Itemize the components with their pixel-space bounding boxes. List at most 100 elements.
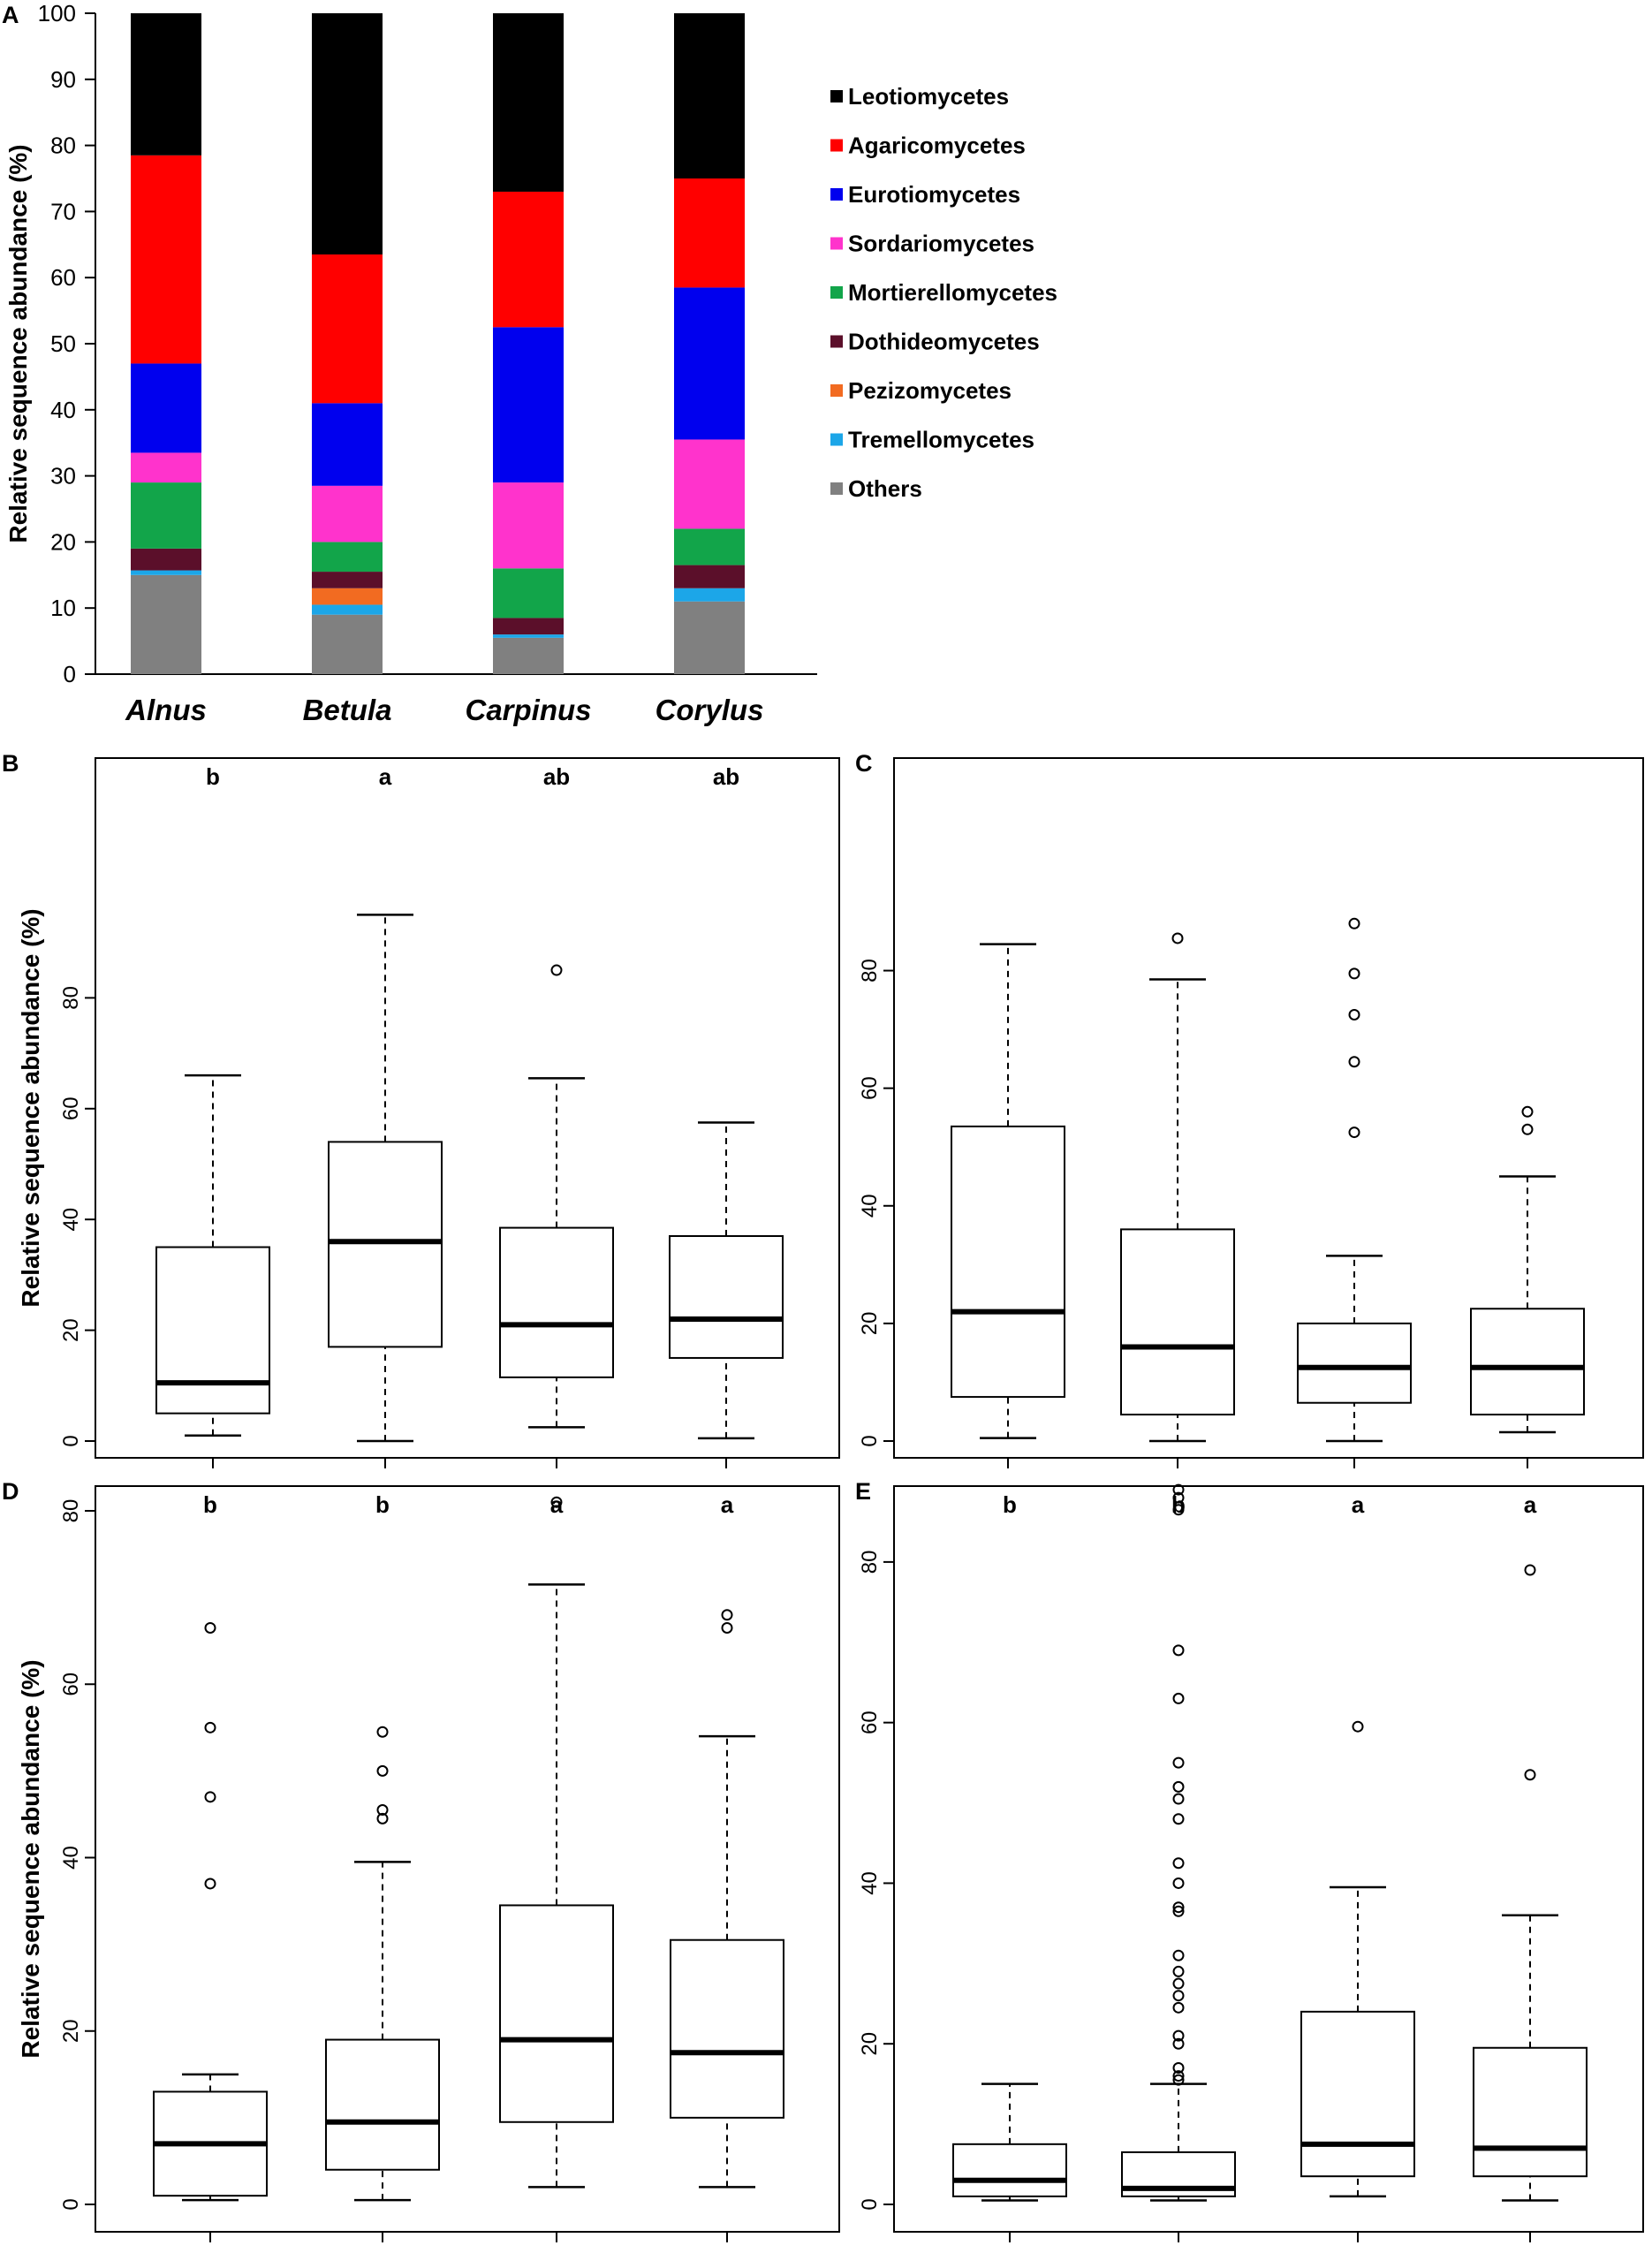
box	[951, 1125, 1065, 1399]
y-tick-label-b: 0	[59, 1435, 83, 1446]
group-letter: b	[203, 1491, 217, 1518]
bar-segment	[131, 482, 201, 549]
bar-segment	[674, 178, 745, 288]
bar-segment	[131, 570, 201, 575]
panel-b: B Relative sequence abundance (%) 0 20 40 60 8…	[2, 750, 840, 1468]
box	[1120, 1228, 1235, 1416]
outlier-point	[204, 1791, 216, 1803]
box	[669, 1235, 784, 1359]
y-tick-label-e: 20	[858, 2032, 882, 2056]
panel-c: C 0 20 40 60 80	[855, 750, 1644, 1468]
outlier-point	[1172, 1990, 1185, 2002]
outlier-point	[1172, 1793, 1185, 1805]
outlier-point	[1524, 1769, 1536, 1781]
bar-segment	[493, 13, 564, 192]
y-tick-label-c: 20	[858, 1312, 882, 1336]
outlier-point	[1348, 1008, 1360, 1020]
outlier-point	[376, 1804, 389, 1817]
y-tick-label-b: 20	[59, 1318, 83, 1342]
legend-label: Pezizomycetes	[848, 377, 1012, 404]
y-tick-label-b: 60	[59, 1096, 83, 1120]
group-letter: b	[1003, 1491, 1017, 1518]
outlier-point	[721, 1621, 733, 1634]
outlier-point	[1172, 1692, 1185, 1704]
x-tick-label-a: Corylus	[655, 694, 764, 726]
y-tick-label-d: 40	[59, 1846, 83, 1870]
panel-label-d: D	[2, 1478, 19, 1505]
group-letter: a	[550, 1491, 564, 1518]
bar-segment	[131, 548, 201, 571]
outlier-point	[721, 1609, 733, 1621]
bar-segment	[312, 13, 383, 255]
legend-label: Tremellomycetes	[848, 427, 1034, 453]
legend-swatch	[830, 237, 843, 250]
y-tick-label-e: 60	[858, 1711, 882, 1734]
panel-label-b: B	[2, 750, 19, 777]
y-tick-label-a: 70	[50, 198, 76, 224]
plot-frame-c	[893, 757, 1644, 1459]
legend-swatch	[830, 286, 843, 299]
bar-segment	[312, 604, 383, 615]
y-tick-label-a: 40	[50, 397, 76, 423]
legend-swatch	[830, 139, 843, 152]
bar-segment	[493, 482, 564, 569]
outlier-point	[204, 1621, 216, 1634]
y-tick-label-d: 20	[59, 2019, 83, 2043]
y-tick-label-b: 40	[59, 1208, 83, 1232]
bar-segment	[312, 254, 383, 404]
box	[1473, 2046, 1588, 2178]
legend-label: Sordariomycetes	[848, 231, 1034, 257]
y-tick-label-c: 60	[858, 1076, 882, 1100]
y-tick-label-a: 90	[50, 66, 76, 93]
panel-a: A Relative sequence abundance (%) 0 10 20 30 4…	[2, 0, 1057, 726]
bar-segment	[131, 13, 201, 156]
bar-segment	[493, 191, 564, 328]
outlier-point	[1172, 1756, 1185, 1769]
box	[952, 2143, 1067, 2197]
outlier-point	[1348, 1126, 1360, 1139]
y-axis-label-a: Relative sequence abundance (%)	[4, 144, 32, 542]
plot-frame-d	[95, 1485, 840, 2233]
legend-label: Dothideomycetes	[848, 329, 1040, 355]
bar-segment	[674, 287, 745, 440]
y-tick-label-a: 60	[50, 264, 76, 291]
group-letter: b	[1171, 1491, 1186, 1518]
outlier-point	[1172, 1644, 1185, 1657]
y-tick-label-e: 80	[858, 1551, 882, 1574]
outlier-point	[1172, 1857, 1185, 1870]
box	[670, 1938, 784, 2119]
y-tick-label-a: 20	[50, 528, 76, 555]
outlier-point	[1172, 1877, 1185, 1889]
bar-segment	[131, 363, 201, 453]
outlier-point	[1172, 2029, 1185, 2042]
legend-label: Mortierellomycetes	[848, 279, 1057, 306]
bar-segment	[674, 588, 745, 602]
box	[499, 1226, 614, 1378]
outlier-point	[1172, 1901, 1185, 1914]
outlier-point	[1352, 1720, 1364, 1733]
legend-label: Eurotiomycetes	[848, 181, 1020, 208]
bar-segment	[312, 614, 383, 674]
y-tick-label-a: 100	[38, 0, 76, 27]
outlier-point	[1172, 1949, 1185, 1961]
legend-swatch	[830, 335, 843, 348]
bar-segment	[493, 618, 564, 635]
legend-label: Agaricomycetes	[848, 133, 1026, 159]
y-tick-label-c: 0	[858, 1435, 882, 1446]
outlier-point	[1172, 2074, 1185, 2086]
y-tick-label-e: 40	[858, 1871, 882, 1895]
x-tick-label-a: Betula	[303, 694, 392, 726]
legend-label: Others	[848, 475, 922, 502]
y-tick-label-a: 30	[50, 463, 76, 489]
outlier-point	[376, 1812, 389, 1824]
bar-segment	[493, 634, 564, 638]
box	[328, 1141, 443, 1348]
outlier-point	[1172, 1977, 1185, 1990]
group-letter: a	[1352, 1491, 1365, 1518]
bar-segment	[312, 542, 383, 573]
outlier-point	[376, 1726, 389, 1738]
outlier-point	[1172, 1483, 1185, 1496]
group-letter: a	[721, 1491, 734, 1518]
outlier-point	[376, 1764, 389, 1777]
